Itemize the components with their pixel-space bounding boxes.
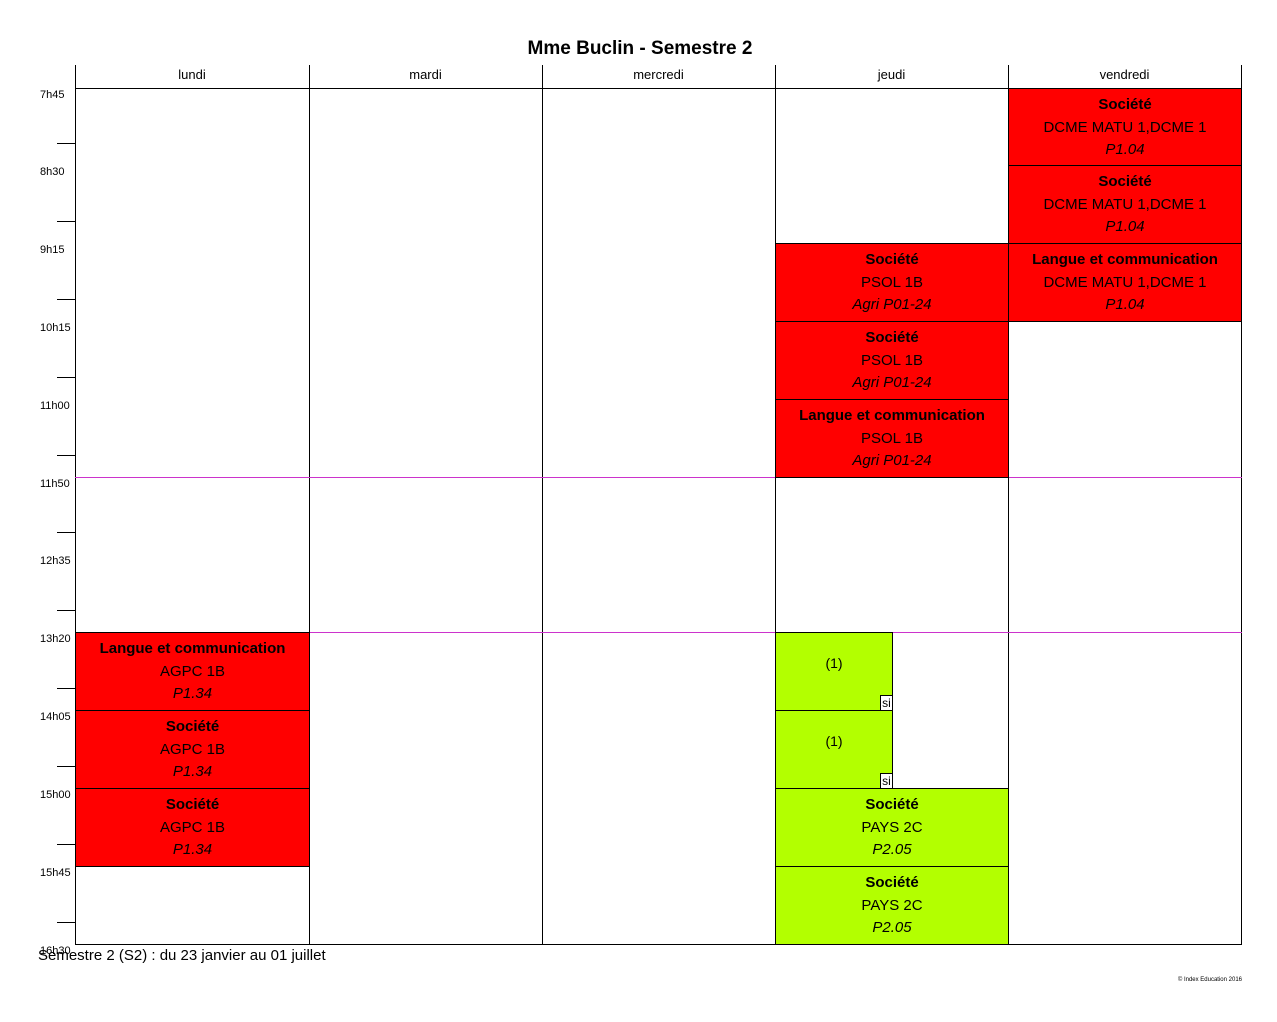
half-slot-block[interactable]: (1) si <box>775 710 893 789</box>
time-tick <box>57 143 75 144</box>
lesson-block[interactable]: Société DCME MATU 1,DCME 1 P1.04 <box>1008 88 1242 166</box>
lesson-room: P1.04 <box>1105 218 1145 235</box>
lesson-group: DCME MATU 1,DCME 1 <box>1043 273 1207 291</box>
time-tick <box>57 299 75 300</box>
time-label: 14h05 <box>40 711 71 723</box>
lesson-block[interactable]: Société PAYS 2C P2.05 <box>775 788 1009 867</box>
lesson-group: AGPC 1B <box>159 662 226 680</box>
lesson-subject: Langue et communication <box>799 407 985 424</box>
lesson-block[interactable]: Langue et communication DCME MATU 1,DCME … <box>1008 243 1242 322</box>
column-line <box>775 65 776 945</box>
lesson-subject: Langue et communication <box>99 640 286 657</box>
lesson-subject: Langue et communication <box>1032 251 1218 268</box>
lesson-room: P1.34 <box>172 763 213 780</box>
time-tick <box>57 766 75 767</box>
slot-tag: si <box>880 773 893 789</box>
lesson-group: PAYS 2C <box>861 896 923 914</box>
time-label: 8h30 <box>40 166 65 178</box>
lesson-room: P2.05 <box>872 841 912 858</box>
lesson-block[interactable]: Société PAYS 2C P2.05 <box>775 866 1009 945</box>
lesson-block[interactable]: Société PSOL 1B Agri P01-24 <box>775 321 1009 400</box>
time-tick <box>57 688 75 689</box>
break-line <box>75 632 1242 633</box>
lesson-block[interactable]: Langue et communication AGPC 1B P1.34 <box>75 632 310 711</box>
time-label: 13h20 <box>40 633 71 645</box>
lesson-room: Agri P01-24 <box>852 296 932 313</box>
lesson-subject: Société <box>1098 173 1152 190</box>
lesson-group: DCME MATU 1,DCME 1 <box>1043 195 1207 213</box>
day-header-lundi: lundi <box>178 67 206 82</box>
day-header-mardi: mardi <box>409 67 442 82</box>
lesson-block[interactable]: Société AGPC 1B P1.34 <box>75 788 310 867</box>
time-tick <box>57 610 75 611</box>
semester-footer: Semestre 2 (S2) : du 23 janvier au 01 ju… <box>38 947 326 964</box>
lesson-subject: Société <box>865 329 919 346</box>
column-line <box>1241 65 1242 945</box>
time-tick <box>57 844 75 845</box>
lesson-group: AGPC 1B <box>159 740 226 758</box>
schedule-title: Mme Buclin - Semestre 2 <box>527 38 753 59</box>
lesson-group: PSOL 1B <box>861 429 923 447</box>
lesson-room: Agri P01-24 <box>852 452 932 469</box>
lesson-room: P2.05 <box>872 919 912 936</box>
lesson-room: P1.34 <box>172 841 213 858</box>
lesson-room: P1.04 <box>1105 141 1145 158</box>
time-tick <box>57 221 75 222</box>
day-header-mercredi: mercredi <box>633 67 684 82</box>
slot-tag: si <box>880 695 893 711</box>
time-label: 15h00 <box>40 789 71 801</box>
lesson-block[interactable]: Société DCME MATU 1,DCME 1 P1.04 <box>1008 165 1242 244</box>
grid-line <box>75 88 1242 89</box>
lesson-subject: Société <box>865 251 919 268</box>
time-label: 16h30 <box>40 945 71 957</box>
lesson-subject: Société <box>165 718 220 735</box>
lesson-room: Agri P01-24 <box>852 374 932 391</box>
day-header-vendredi: vendredi <box>1099 67 1150 82</box>
lesson-block[interactable]: Société PSOL 1B Agri P01-24 <box>775 243 1009 322</box>
time-label: 7h45 <box>40 89 65 101</box>
lesson-room: P1.04 <box>1105 296 1145 313</box>
break-line <box>75 477 1242 478</box>
lesson-block[interactable]: Société AGPC 1B P1.34 <box>75 710 310 789</box>
time-label: 15h45 <box>40 867 71 879</box>
slot-note: (1) <box>825 655 843 671</box>
copyright-notice: © Index Education 2016 <box>1177 977 1242 983</box>
column-line <box>309 65 310 945</box>
time-label: 10h15 <box>40 322 71 334</box>
lesson-group: PSOL 1B <box>861 351 923 369</box>
column-line <box>542 65 543 945</box>
time-label: 12h35 <box>40 555 71 567</box>
time-tick <box>57 377 75 378</box>
time-tick <box>57 455 75 456</box>
time-label: 9h15 <box>40 244 65 256</box>
slot-note: (1) <box>825 733 843 749</box>
lesson-subject: Société <box>165 796 220 813</box>
day-header-jeudi: jeudi <box>877 67 906 82</box>
column-line <box>75 65 76 945</box>
time-tick <box>57 532 75 533</box>
time-tick <box>57 922 75 923</box>
lesson-group: DCME MATU 1,DCME 1 <box>1043 118 1207 136</box>
lesson-subject: Société <box>865 796 919 813</box>
lesson-group: PAYS 2C <box>861 818 923 836</box>
time-label: 11h50 <box>40 478 70 490</box>
lesson-subject: Société <box>1098 96 1152 113</box>
lesson-room: P1.34 <box>172 685 213 702</box>
half-slot-block[interactable]: (1) si <box>775 632 893 711</box>
column-line <box>1008 65 1009 945</box>
time-label: 11h00 <box>40 400 70 412</box>
lesson-group: AGPC 1B <box>159 818 226 836</box>
lesson-block[interactable]: Langue et communication PSOL 1B Agri P01-2… <box>775 399 1009 478</box>
lesson-group: PSOL 1B <box>861 273 923 291</box>
lesson-subject: Société <box>865 874 919 891</box>
grid-line <box>75 944 1242 945</box>
